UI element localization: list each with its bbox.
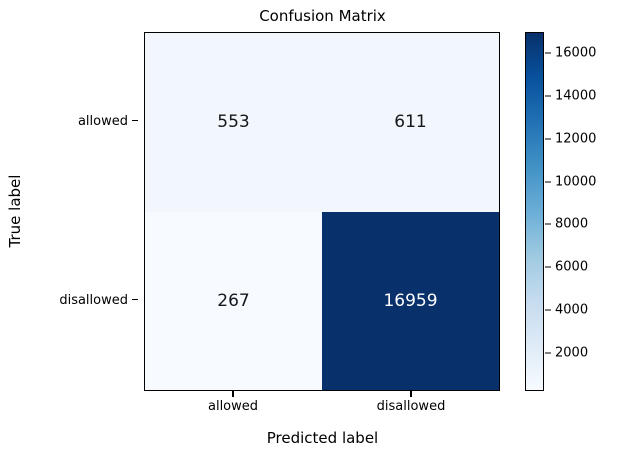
colorbar-tick-16000: 16000 <box>545 46 596 61</box>
y-tick-mark <box>132 119 138 122</box>
colorbar-tick-14000: 14000 <box>545 89 596 104</box>
colorbar-tick-mark <box>545 266 551 268</box>
cell-true-allowed-pred-allowed: 553 <box>145 33 322 212</box>
x-axis-label: Predicted label <box>266 429 379 447</box>
cell-true-allowed-pred-disallowed: 611 <box>322 33 499 212</box>
colorbar-gradient <box>525 32 544 391</box>
colorbar-tick-mark <box>545 309 551 311</box>
x-tick-allowed: allowed <box>173 391 293 414</box>
cell-true-disallowed-pred-disallowed: 16959 <box>322 211 499 390</box>
colorbar-tick-label: 12000 <box>555 131 597 147</box>
colorbar-tick-label: 6000 <box>555 259 589 275</box>
colorbar-tick-mark <box>545 138 551 140</box>
y-tick-mark <box>132 298 138 301</box>
colorbar-tick-label: 4000 <box>555 302 589 318</box>
colorbar-tick-6000: 6000 <box>545 260 588 275</box>
y-tick-disallowed: disallowed <box>59 291 138 311</box>
colorbar-tick-label: 14000 <box>555 88 597 104</box>
colorbar-tick-mark <box>545 95 551 97</box>
x-tick-mark <box>410 391 412 397</box>
colorbar-tick-mark <box>545 181 551 183</box>
colorbar-tick-2000: 2000 <box>545 346 588 361</box>
x-tick-mark <box>232 391 234 397</box>
chart-title: Confusion Matrix <box>259 7 386 25</box>
cell-true-disallowed-pred-allowed: 267 <box>145 211 322 390</box>
heatmap-plot: 553 611 267 16959 <box>144 32 500 391</box>
colorbar-ticks: 2000 4000 6000 8000 10000 12000 14000 16… <box>545 33 620 390</box>
colorbar-tick-mark <box>545 52 551 54</box>
colorbar-tick-label: 8000 <box>555 216 589 232</box>
colorbar-tick-label: 10000 <box>555 174 597 190</box>
colorbar-tick-12000: 12000 <box>545 132 596 147</box>
y-tick-allowed: allowed <box>78 112 138 132</box>
y-tick-allowed-label: allowed <box>77 114 128 129</box>
y-tick-disallowed-label: disallowed <box>59 293 128 308</box>
colorbar-tick-mark <box>545 223 551 225</box>
x-tick-allowed-label: allowed <box>207 399 259 414</box>
colorbar-tick-label: 2000 <box>555 345 589 361</box>
colorbar-tick-10000: 10000 <box>545 175 596 190</box>
x-tick-disallowed-label: disallowed <box>376 399 446 414</box>
colorbar-tick-8000: 8000 <box>545 217 588 232</box>
colorbar-tick-mark <box>545 352 551 354</box>
x-tick-disallowed: disallowed <box>351 391 471 414</box>
y-axis-label: True label <box>6 174 24 248</box>
colorbar-tick-4000: 4000 <box>545 303 588 318</box>
colorbar-tick-label: 16000 <box>555 45 597 61</box>
